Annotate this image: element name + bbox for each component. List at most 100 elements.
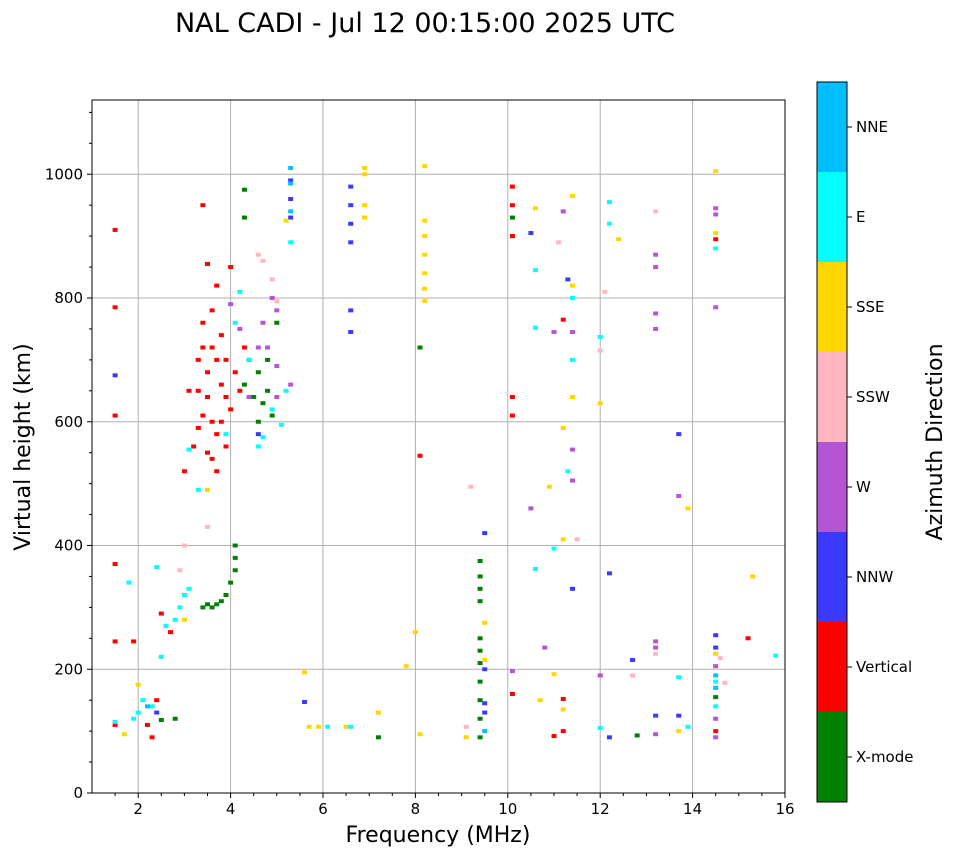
echo-vertical — [509, 234, 515, 239]
echo-e — [773, 653, 779, 658]
echo-nnw — [288, 197, 294, 201]
echo-e — [186, 586, 192, 591]
echo-nnw — [482, 531, 488, 536]
echo-sse — [362, 215, 368, 220]
colorbar-tick-label: NNE — [856, 118, 888, 136]
echo-w — [274, 395, 280, 399]
echo-vertical — [713, 729, 719, 734]
echo-e — [569, 296, 575, 300]
echo-sse — [362, 203, 368, 208]
y-tick-label: 1000 — [45, 165, 83, 183]
echo-nnw — [569, 586, 575, 591]
echo-e — [597, 334, 603, 339]
echo-x-mode — [713, 695, 719, 700]
echo-vertical — [509, 692, 515, 696]
echo-vertical — [186, 388, 192, 393]
echo-w — [255, 345, 261, 350]
echo-ssw — [255, 252, 261, 257]
echo-e — [135, 710, 141, 715]
y-tick-label: 200 — [54, 660, 83, 678]
echo-sse — [121, 732, 127, 737]
colorbar-tick-label: NNW — [856, 568, 893, 586]
echo-x-mode — [158, 717, 164, 722]
echo-w — [653, 265, 659, 270]
echo-e — [186, 447, 192, 452]
echo-x-mode — [477, 599, 483, 604]
echo-vertical — [195, 425, 201, 430]
colorbar-swatch — [817, 622, 847, 712]
echo-w — [260, 320, 266, 325]
echo-w — [713, 664, 719, 669]
echo-e — [158, 654, 164, 659]
colorbar-swatch — [817, 172, 847, 262]
echo-w — [713, 305, 719, 310]
echo-vertical — [181, 469, 187, 474]
echo-sse — [713, 651, 719, 656]
echo-e — [325, 724, 331, 729]
echo-e — [565, 469, 571, 474]
echo-x-mode — [269, 413, 275, 418]
echo-w — [569, 330, 575, 335]
echo-vertical — [112, 562, 118, 567]
echo-nnw — [348, 308, 354, 313]
echo-ssw — [260, 258, 266, 263]
echo-w — [569, 447, 575, 452]
echo-x-mode — [232, 568, 238, 573]
echo-e — [569, 357, 575, 362]
echo-e — [713, 679, 719, 684]
echo-vertical — [509, 395, 515, 399]
echo-vertical — [168, 630, 174, 635]
echo-sse — [306, 724, 312, 729]
echo-e — [288, 240, 294, 245]
echo-ssw — [574, 537, 580, 542]
echo-w — [274, 308, 280, 313]
echo-w — [713, 716, 719, 721]
colorbar-swatch — [817, 532, 847, 622]
echo-sse — [482, 620, 488, 625]
echo-w — [676, 494, 682, 498]
echo-sse — [533, 206, 539, 211]
echo-sse — [375, 710, 381, 715]
echo-sse — [417, 732, 423, 737]
echo-e — [597, 726, 603, 731]
echo-sse — [482, 657, 488, 662]
echo-nnw — [676, 713, 682, 718]
echo-w — [265, 345, 271, 350]
echo-ssw — [205, 524, 210, 529]
echo-ssw — [602, 289, 608, 294]
echo-ssw — [556, 240, 562, 245]
echo-e — [606, 200, 612, 205]
echo-w — [269, 296, 275, 300]
echo-nnw — [348, 203, 354, 208]
echo-e — [126, 580, 132, 585]
colorbar-swatch — [817, 352, 847, 442]
echo-nnw — [653, 713, 659, 718]
echo-x-mode — [218, 599, 224, 604]
echo-vertical — [214, 469, 220, 474]
echo-vertical — [209, 419, 215, 424]
echo-sse — [362, 166, 368, 171]
echo-sse — [315, 724, 321, 729]
echo-sse — [463, 735, 469, 740]
echo-e — [348, 724, 354, 729]
echo-e — [172, 617, 178, 622]
echo-e — [131, 716, 137, 721]
echo-nnw — [482, 667, 488, 672]
echo-x-mode — [265, 357, 271, 362]
echo-nnw — [112, 373, 118, 378]
x-tick-label: 14 — [683, 800, 702, 818]
echo-vertical — [209, 456, 215, 461]
colorbar-swatch — [817, 82, 847, 172]
y-tick-label: 600 — [54, 413, 83, 431]
echo-w — [653, 732, 659, 737]
echo-e — [685, 724, 691, 729]
echo-vertical — [112, 639, 118, 644]
echo-sse — [546, 484, 552, 489]
plot-area — [92, 100, 785, 793]
echo-x-mode — [477, 679, 483, 684]
echo-ssw — [274, 299, 280, 304]
echo-vertical — [560, 696, 566, 701]
echo-e — [237, 289, 243, 294]
echo-nne — [713, 685, 719, 690]
colorbar-swatch — [817, 442, 847, 532]
